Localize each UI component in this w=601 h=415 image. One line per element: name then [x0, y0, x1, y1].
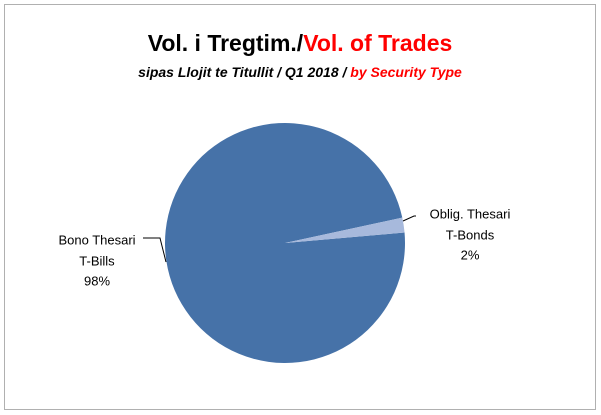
- subtitle-en: by Security Type: [350, 64, 462, 80]
- leader-line: [143, 237, 167, 263]
- leader-line: [402, 215, 416, 222]
- data-label-value: 98%: [84, 273, 110, 288]
- data-label-category-en: T-Bills: [79, 253, 115, 268]
- chart-subtitle: sipas Llojit te Titullit / Q1 2018 / by …: [138, 64, 462, 80]
- data-label-category: Oblig. Thesari: [430, 206, 511, 221]
- data-label-category: Bono Thesari: [58, 232, 135, 247]
- subtitle-al: sipas Llojit te Titullit / Q1 2018 /: [138, 64, 350, 80]
- title-al: Vol. i Tregtim./: [148, 30, 304, 56]
- title-en: Vol. of Trades: [303, 30, 452, 56]
- chart-title: Vol. i Tregtim./Vol. of Trades: [148, 30, 453, 56]
- data-label-category-en: T-Bonds: [446, 227, 495, 242]
- data-label-value: 2%: [461, 247, 480, 262]
- pie-slice: [285, 217, 405, 243]
